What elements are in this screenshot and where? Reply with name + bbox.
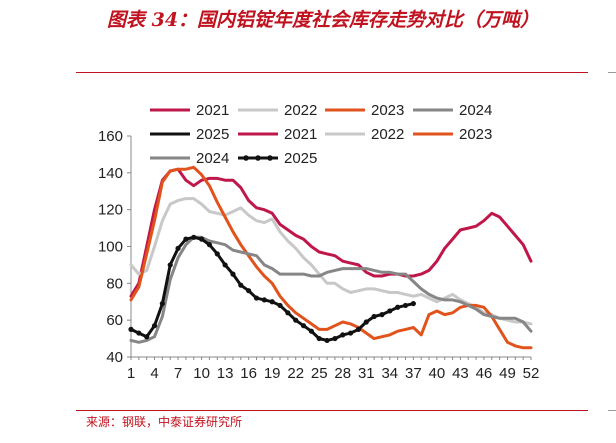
series-point-2025 [246, 288, 252, 294]
series-point-2025 [363, 319, 369, 325]
edge-rule-top [608, 72, 616, 73]
series-line-2021 [129, 167, 533, 298]
x-tick-label: 34 [381, 365, 398, 382]
series-point-2025 [253, 295, 260, 301]
x-tick-label: 28 [334, 365, 351, 382]
x-tick-label: 7 [174, 365, 182, 382]
series-point-2025 [371, 313, 377, 320]
x-tick-label: 31 [358, 365, 375, 382]
x-tick-label: 43 [452, 365, 469, 382]
x-tick-label: 37 [405, 365, 422, 382]
legend-marker [267, 155, 273, 161]
series-line-2022 [129, 197, 533, 326]
legend-label-2023: 2023 [459, 126, 492, 143]
x-tick-label: 40 [429, 365, 446, 382]
legend-label-2024: 2024 [459, 102, 492, 119]
x-tick-label: 22 [287, 365, 304, 382]
series-point-2025 [348, 330, 354, 336]
x-tick-label: 19 [264, 365, 281, 382]
series-point-2025 [402, 302, 409, 309]
series-point-2025 [387, 308, 393, 314]
x-tick-label: 13 [217, 365, 234, 382]
series-point-2025 [300, 323, 307, 329]
series-point-2025 [410, 300, 416, 307]
legend-label-2022: 2022 [284, 102, 317, 119]
x-tick-label: 49 [499, 365, 516, 382]
series-point-2025 [151, 323, 158, 329]
y-tick-label: 40 [106, 349, 123, 366]
legend-label-2024: 2024 [196, 150, 229, 167]
series-point-2025 [293, 317, 299, 323]
y-tick-label: 140 [98, 165, 123, 182]
legend-label-2022: 2022 [371, 126, 404, 143]
series-point-2025 [206, 242, 213, 248]
legend-marker [255, 155, 261, 161]
series-point-2025 [198, 236, 205, 242]
series-point-2025 [159, 300, 165, 307]
chart-axes: 40 60 80 100 120 140 160 1 4 7 10 13 16 19 22 25 28 31 34 3… [98, 128, 539, 382]
series-point-2025 [183, 236, 189, 242]
series-point-2025 [308, 328, 314, 334]
series-point-2025 [222, 262, 228, 268]
series-point-2025 [269, 299, 275, 305]
y-tick-label: 160 [98, 128, 123, 145]
series-point-2025 [261, 297, 267, 303]
legend-marker [243, 155, 249, 161]
chart-legend: 2021 2022 2023 2024 2025 2021 2022 2023 2024 2025 [150, 102, 492, 167]
y-tick-label: 120 [98, 202, 123, 219]
chart-plot-area [128, 165, 533, 350]
x-tick-label: 46 [476, 365, 493, 382]
source-note: 来源：钢联，中泰证券研究所 [86, 415, 243, 429]
series-line-2023 [129, 165, 533, 350]
x-tick-label: 4 [150, 365, 158, 382]
y-tick-label: 80 [106, 275, 123, 292]
x-tick-label: 1 [127, 365, 135, 382]
series-point-2025 [395, 304, 401, 310]
series-point-2025 [144, 334, 150, 340]
legend-label-2021: 2021 [284, 126, 317, 143]
edge-rule-bottom [608, 410, 616, 411]
series-point-2025 [324, 337, 330, 344]
legend-label-2025: 2025 [284, 150, 317, 167]
series-point-2025 [355, 326, 362, 332]
title-rule [76, 72, 588, 73]
legend-label-2021: 2021 [196, 102, 229, 119]
x-tick-label: 16 [240, 365, 257, 382]
figure-title: 图表 34：国内铝锭年度社会库存走势对比（万吨） [107, 9, 540, 31]
footer-rule [76, 410, 588, 411]
series-point-2025 [230, 271, 236, 277]
legend-label-2023: 2023 [371, 102, 404, 119]
series-point-2025 [191, 234, 197, 240]
series-point-2025 [332, 335, 338, 342]
series-point-2025 [128, 326, 134, 332]
y-tick-label: 100 [98, 239, 123, 256]
x-tick-label: 10 [193, 365, 210, 382]
x-tick-label: 52 [523, 365, 540, 382]
series-point-2025 [340, 332, 346, 338]
series-point-2025 [379, 312, 385, 318]
series-point-2025 [136, 330, 142, 336]
series-point-2025 [277, 302, 283, 309]
y-tick-label: 60 [106, 312, 123, 329]
series-point-2025 [167, 262, 173, 268]
series-point-2025 [238, 282, 244, 288]
series-point-2025 [316, 335, 322, 342]
series-point-2025 [285, 310, 291, 316]
series-point-2025 [214, 251, 220, 257]
legend-label-2025: 2025 [196, 126, 229, 143]
x-tick-label: 25 [311, 365, 328, 382]
series-point-2025 [175, 245, 181, 251]
